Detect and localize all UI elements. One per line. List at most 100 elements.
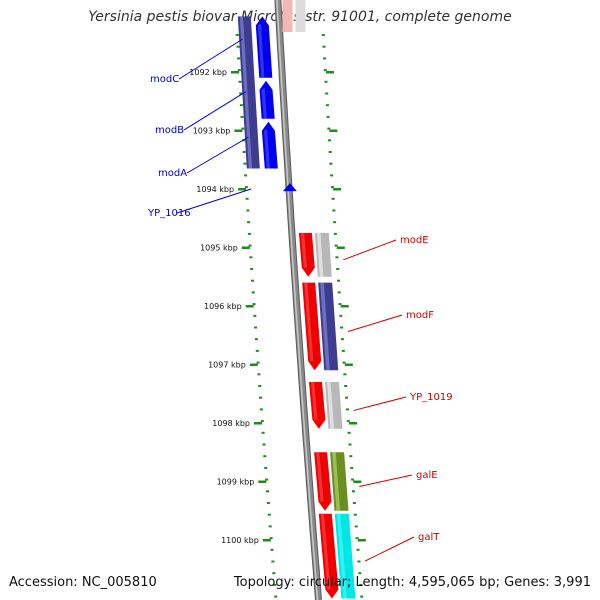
gene-label-modb: modB: [155, 125, 184, 136]
minor-tick-left: [243, 162, 247, 165]
minor-tick-right: [322, 45, 326, 48]
major-tick-left: [231, 71, 239, 74]
minor-tick-right: [329, 162, 333, 165]
minor-tick-left: [256, 361, 260, 364]
minor-tick-left: [247, 221, 251, 224]
minor-tick-right: [350, 466, 354, 469]
tick-label: 1100 kbp: [221, 536, 259, 545]
minor-tick-left: [252, 303, 256, 306]
gene-yp-1019-cog-bar[interactable]: [325, 382, 343, 429]
minor-tick-left: [248, 244, 252, 247]
gene-modc-shine: [257, 23, 265, 78]
minor-tick-right: [328, 151, 332, 153]
minor-tick-left: [237, 57, 241, 60]
minor-tick-right: [328, 139, 331, 142]
minor-tick-right: [332, 209, 336, 212]
leader-line-modb: [183, 91, 246, 131]
minor-tick-right: [346, 420, 350, 423]
gene-gale-body: [314, 452, 332, 511]
minor-tick-left: [238, 80, 242, 83]
minor-tick-left: [251, 279, 254, 282]
accession-text: Accession: NC_005810: [9, 575, 157, 590]
gene-label-modc: modC: [150, 74, 179, 85]
gene-moda-body: [261, 121, 278, 169]
minor-tick-right: [341, 349, 345, 352]
minor-tick-right: [352, 502, 356, 504]
offscreen-gene: [295, 0, 306, 32]
gene-yp-1019[interactable]: [309, 382, 326, 429]
gene-modf[interactable]: [302, 282, 322, 371]
minor-tick-left: [272, 572, 276, 575]
minor-tick-right: [333, 232, 337, 235]
gene-moda[interactable]: [261, 121, 278, 169]
gene-modC-cog-bar[interactable]: [237, 16, 260, 169]
minor-tick-right: [353, 513, 357, 516]
gene-mode-shine: [300, 232, 307, 268]
gene-mode-cog-bar-shine: [316, 232, 324, 277]
minor-tick-left: [270, 548, 274, 551]
major-tick-right: [353, 480, 362, 483]
major-tick-right: [344, 363, 353, 366]
gene-yp-1019-body: [309, 382, 326, 429]
gene-track[interactable]: [237, 0, 356, 599]
minor-tick-left: [239, 104, 243, 107]
gene-modf-cog-bar[interactable]: [318, 282, 339, 371]
minor-tick-right: [334, 244, 338, 247]
leader-line-gale: [359, 474, 413, 487]
minor-tick-right: [325, 92, 329, 95]
gene-gale-shine: [316, 452, 324, 502]
gene-mode[interactable]: [298, 232, 315, 277]
gene-gale[interactable]: [314, 452, 332, 511]
gene-modf-cog-bar-shine: [320, 282, 330, 371]
minor-tick-left: [242, 151, 246, 153]
major-tick-left: [262, 539, 271, 542]
minor-tick-left: [274, 595, 278, 598]
minor-tick-left: [235, 34, 239, 36]
minor-tick-right: [325, 104, 329, 107]
gene-yp-1016[interactable]: [282, 183, 297, 192]
minor-tick-left: [239, 92, 243, 95]
minor-tick-left: [254, 338, 258, 341]
minor-tick-left: [251, 291, 255, 294]
gene-label-yp-1016: YP_1016: [147, 208, 191, 219]
minor-tick-right: [348, 443, 352, 446]
minor-tick-right: [330, 186, 334, 189]
minor-tick-left: [271, 560, 275, 563]
minor-tick-left: [244, 186, 248, 189]
minor-tick-left: [265, 478, 269, 481]
minor-tick-right: [343, 373, 347, 376]
gene-modf-shine: [304, 282, 314, 362]
minor-tick-right: [359, 583, 363, 586]
gene-galt[interactable]: [318, 513, 339, 599]
major-tick-right: [329, 129, 338, 132]
minor-tick-right: [355, 537, 359, 540]
topology-text: Topology: circular; Length: 4,595,065 bp…: [233, 575, 591, 590]
gene-modC-cog-bar-shine: [239, 16, 252, 169]
leader-line-modc: [178, 38, 243, 80]
gene-gale-cog-bar[interactable]: [330, 452, 349, 511]
gene-mode-cog-bar[interactable]: [314, 232, 332, 277]
minor-tick-right: [356, 548, 360, 551]
tick-label: 1096 kbp: [204, 302, 242, 311]
leader-line-galt: [364, 536, 415, 562]
gene-modc[interactable]: [255, 16, 273, 78]
minor-tick-right: [344, 385, 348, 387]
minor-tick-left: [244, 174, 248, 177]
backbone-highlight: [276, 0, 319, 600]
minor-tick-right: [358, 572, 362, 575]
minor-tick-left: [273, 583, 277, 586]
minor-tick-left: [255, 349, 259, 352]
minor-tick-left: [253, 314, 257, 317]
minor-tick-right: [340, 338, 344, 341]
gene-modb[interactable]: [259, 80, 275, 119]
minor-tick-right: [360, 595, 364, 598]
tick-label: 1098 kbp: [212, 419, 250, 428]
gene-labels: modC modB modA YP_1016 modE modF YP_1019 galE ga…: [147, 38, 453, 562]
gene-label-moda: modA: [158, 168, 187, 179]
major-tick-right: [349, 422, 357, 425]
gene-galt-cog-bar[interactable]: [334, 513, 356, 599]
gene-galt-shine: [320, 513, 331, 590]
minor-tick-right: [337, 279, 340, 282]
minor-tick-right: [347, 431, 351, 434]
